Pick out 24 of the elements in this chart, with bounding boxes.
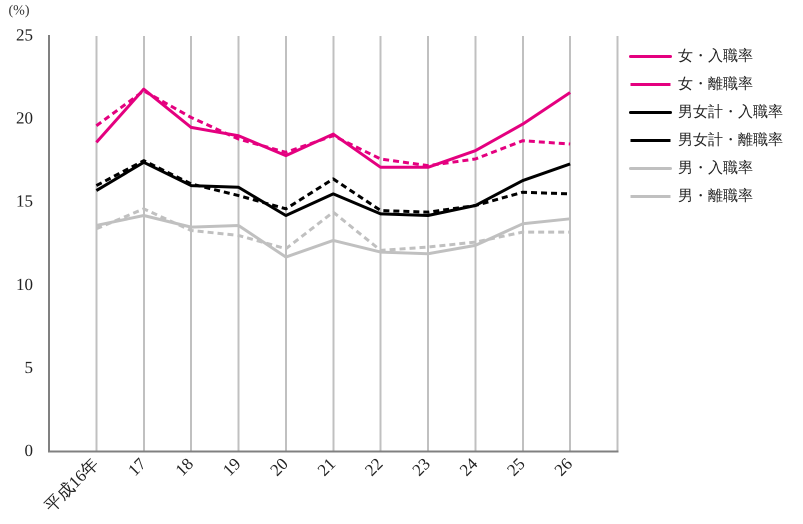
y-tick-label: 5 — [24, 358, 33, 377]
y-tick-label: 20 — [16, 108, 33, 128]
x-tick-label: 20 — [266, 454, 292, 480]
x-tick-label: 平成16年 — [40, 454, 102, 516]
x-tick-label: 21 — [314, 454, 340, 480]
x-tick-label: 23 — [408, 454, 434, 480]
legend-label: 男女計・入職率 — [678, 103, 783, 120]
x-tick-label: 17 — [124, 454, 150, 480]
legend-label: 男女計・離職率 — [678, 131, 783, 148]
y-axis-title: (%) — [8, 4, 30, 19]
legend-label: 男・入職率 — [678, 159, 753, 176]
legend-label: 男・離職率 — [678, 187, 753, 204]
x-tick-label: 19 — [219, 454, 244, 480]
x-tick-label: 18 — [172, 454, 198, 480]
y-tick-label: 0 — [24, 440, 33, 460]
x-tick-label: 25 — [503, 454, 529, 480]
legend-label: 女・入職率 — [678, 47, 753, 64]
x-tick-label: 24 — [456, 454, 482, 480]
y-tick-label: 25 — [16, 25, 33, 44]
x-tick-label: 26 — [550, 454, 576, 480]
y-tick-label: 10 — [16, 274, 33, 294]
legend-label: 女・離職率 — [678, 75, 753, 92]
x-tick-label: 22 — [361, 454, 387, 480]
y-tick-label: 15 — [16, 192, 33, 211]
